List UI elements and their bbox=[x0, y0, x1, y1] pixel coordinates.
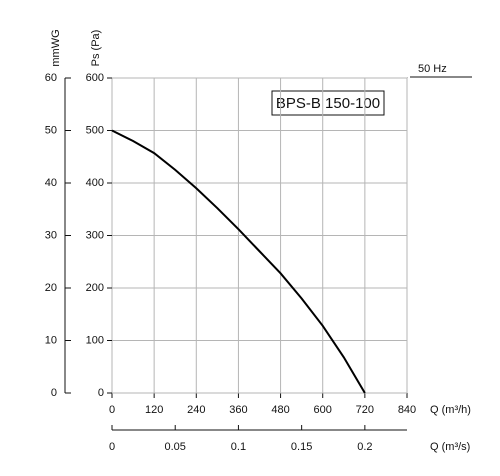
y2-tick-label: 50 bbox=[45, 124, 57, 136]
y-tick-label: 0 bbox=[98, 387, 104, 399]
x2-tick-label: 0.1 bbox=[231, 441, 246, 453]
x-tick-label: 120 bbox=[145, 404, 163, 416]
x2-tick-label: 0.05 bbox=[165, 441, 186, 453]
x2-tick-label: 0.2 bbox=[357, 441, 372, 453]
y-tick-label: 100 bbox=[86, 334, 104, 346]
x-tick-label: 360 bbox=[229, 404, 247, 416]
x2-tick-label: 0 bbox=[109, 441, 115, 453]
y2-tick-label: 20 bbox=[45, 282, 57, 294]
y-tick-label: 600 bbox=[86, 72, 104, 84]
frequency-label: 50 Hz bbox=[418, 63, 447, 75]
y-axis-label: Ps (Pa) bbox=[90, 30, 102, 67]
y2-tick-label: 10 bbox=[45, 334, 57, 346]
y2-tick-label: 60 bbox=[45, 72, 57, 84]
x2-tick-label: 0.15 bbox=[291, 441, 312, 453]
model-label: BPS-B 150-100 bbox=[276, 95, 380, 112]
y2-axis-label: mmWG bbox=[50, 29, 62, 66]
y-tick-label: 400 bbox=[86, 177, 104, 189]
x-tick-label: 840 bbox=[398, 404, 416, 416]
x-tick-label: 0 bbox=[109, 404, 115, 416]
y-tick-label: 500 bbox=[86, 124, 104, 136]
x-tick-label: 480 bbox=[271, 404, 289, 416]
x2-axis-label: Q (m³/s) bbox=[430, 441, 470, 453]
y2-tick-label: 40 bbox=[45, 177, 57, 189]
x-tick-label: 720 bbox=[356, 404, 374, 416]
y2-tick-label: 0 bbox=[51, 387, 57, 399]
y-tick-label: 300 bbox=[86, 229, 104, 241]
y-tick-label: 200 bbox=[86, 282, 104, 294]
x-axis-label: Q (m³/h) bbox=[430, 404, 471, 416]
x-tick-label: 600 bbox=[314, 404, 332, 416]
x-tick-label: 240 bbox=[187, 404, 205, 416]
fan-curve bbox=[111, 129, 366, 394]
y2-tick-label: 30 bbox=[45, 229, 57, 241]
